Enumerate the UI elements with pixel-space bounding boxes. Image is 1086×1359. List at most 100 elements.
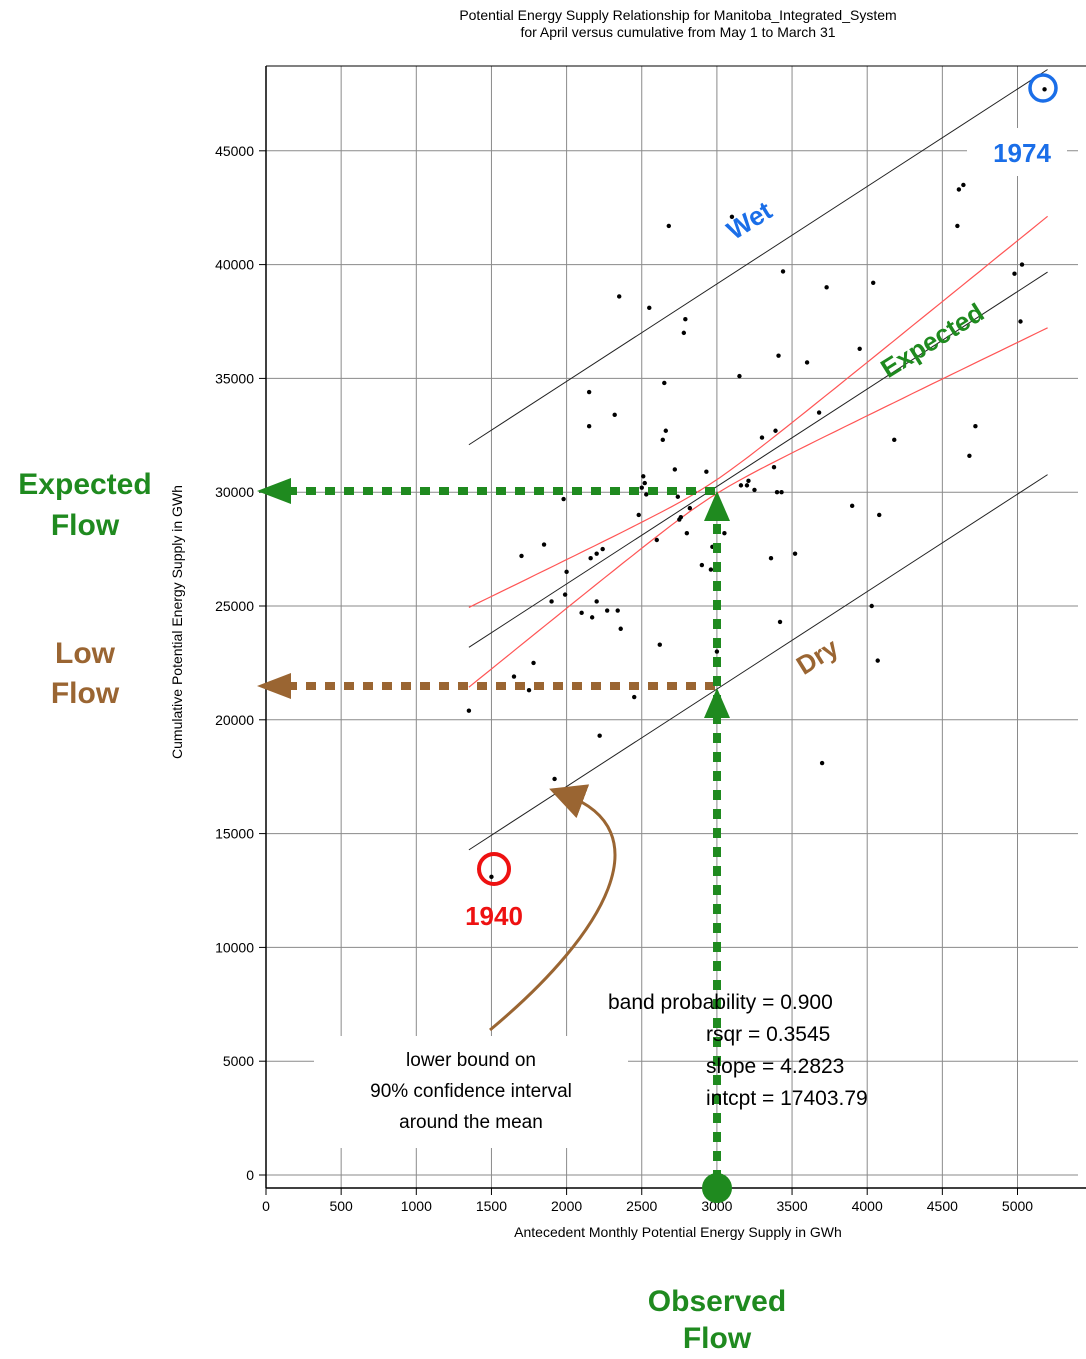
data-point [1012, 271, 1017, 276]
data-point [549, 599, 554, 604]
chart-subtitle: for April versus cumulative from May 1 t… [520, 24, 835, 40]
data-point [1042, 87, 1047, 92]
data-point [562, 592, 568, 597]
regression-lines [468, 69, 1048, 851]
data-point [561, 496, 566, 502]
observed-flow-marker [702, 1173, 732, 1203]
year-1940-label: 1940 [465, 901, 523, 931]
data-point [672, 467, 678, 472]
dry-label: Dry [791, 632, 844, 681]
data-point [816, 410, 822, 415]
note-line-1: lower bound on [406, 1050, 536, 1071]
data-point [612, 412, 617, 418]
data-point [722, 530, 727, 536]
data-point [779, 490, 784, 495]
y-tick-label: 35000 [215, 370, 254, 386]
data-point [541, 542, 547, 547]
data-point [660, 437, 665, 443]
y-tick-label: 45000 [215, 143, 254, 159]
data-point [956, 187, 962, 192]
y-tick-label: 5000 [223, 1053, 254, 1069]
data-point [759, 435, 765, 440]
data-point [552, 776, 557, 782]
data-point [597, 733, 602, 738]
confidence-upper-curve [468, 215, 1048, 608]
dry-lower-line [468, 474, 1048, 851]
year-1974-label: 1974 [993, 138, 1051, 168]
expected-flow-arrowhead [257, 478, 291, 504]
x-tick-label: 0 [262, 1198, 270, 1214]
low-flow-label-2: Flow [51, 677, 120, 710]
data-point [666, 223, 672, 229]
data-point [657, 642, 662, 647]
grid [265, 66, 1078, 1188]
expected-up-arrowhead [704, 491, 730, 521]
data-point [632, 694, 637, 700]
x-tick-label: 4000 [852, 1198, 883, 1214]
data-point [699, 562, 705, 568]
x-tick-label: 2500 [626, 1198, 657, 1214]
x-tick-label: 500 [329, 1198, 353, 1214]
wet-label: Wet [721, 195, 777, 246]
stats-line-3: slope = 4.2823 [706, 1055, 844, 1078]
data-point [776, 353, 781, 358]
data-point [579, 610, 584, 616]
x-tick-label: 1000 [401, 1198, 432, 1214]
y-tick-label: 20000 [215, 712, 254, 728]
data-point [752, 487, 757, 493]
stats-line-4: intcpt = 17403.79 [706, 1087, 868, 1110]
data-point [586, 423, 592, 429]
data-point [746, 478, 751, 484]
data-point [683, 317, 688, 322]
data-point [771, 464, 777, 470]
data-point [1018, 319, 1023, 324]
x-tick-label: 4500 [927, 1198, 958, 1214]
data-point [641, 474, 646, 479]
y-tick-label: 30000 [215, 484, 254, 500]
data-point [531, 660, 536, 666]
data-point [768, 556, 774, 561]
data-point [961, 182, 966, 188]
x-tick-label: 2000 [551, 1198, 582, 1214]
chart-title: Potential Energy Supply Relationship for… [459, 7, 896, 23]
note-box [314, 1036, 628, 1148]
data-point [875, 658, 880, 663]
data-point [644, 492, 649, 497]
scatter-points [466, 87, 1047, 880]
x-tick-label: 3000 [701, 1198, 732, 1214]
expected-mean-line [468, 271, 1048, 648]
data-point [639, 485, 644, 490]
data-point [804, 360, 810, 365]
confidence-lower-curve [468, 327, 1048, 688]
observed-flow-label-1: Observed [648, 1285, 786, 1318]
y-tick-label: 15000 [215, 826, 254, 842]
guide-arrows [257, 478, 732, 1203]
data-point [681, 330, 687, 336]
note-arrow [489, 784, 617, 1032]
data-point [662, 380, 667, 386]
x-axis-label: Antecedent Monthly Potential Energy Supp… [514, 1224, 842, 1240]
data-point [871, 280, 876, 286]
data-point [684, 530, 690, 536]
wet-upper-line [468, 69, 1048, 446]
data-point [777, 619, 783, 625]
data-point [744, 483, 750, 488]
data-point [869, 603, 874, 609]
observed-flow-label-2: Flow [683, 1322, 752, 1355]
data-point [654, 537, 659, 543]
data-point [819, 760, 825, 766]
data-point [526, 688, 532, 693]
data-point [617, 294, 622, 299]
data-point [892, 437, 897, 443]
data-point [589, 615, 595, 620]
data-point [780, 269, 786, 274]
data-point [1019, 262, 1025, 267]
data-point [967, 453, 972, 458]
data-point [729, 214, 735, 220]
expected-flow-label-1: Expected [18, 468, 151, 501]
data-point [615, 608, 620, 613]
y-tick-label: 25000 [215, 598, 254, 614]
data-point [824, 285, 829, 290]
data-point [519, 553, 524, 559]
data-point [588, 556, 593, 561]
